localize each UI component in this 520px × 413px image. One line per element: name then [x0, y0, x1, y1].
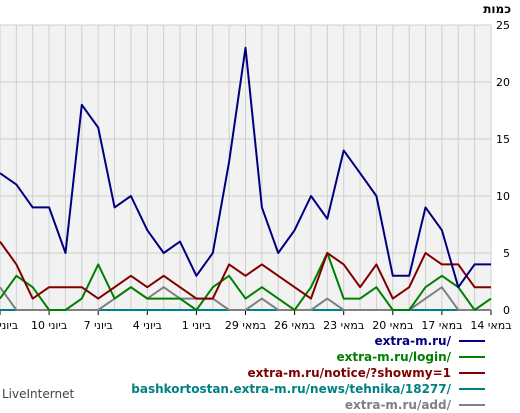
legend-item: extra-m.ru/login/: [336, 349, 485, 365]
legend-label: bashkortostan.extra-m.ru/news/tehnika/18…: [131, 382, 451, 396]
legend-swatch: [459, 340, 485, 342]
legend-swatch: [459, 388, 485, 390]
y-tick-label: 25: [496, 19, 510, 32]
legend-label: extra-m.ru/login/: [336, 350, 451, 364]
x-tick-label: 10 ביוני: [31, 319, 67, 332]
y-axis-label: כמות: [483, 2, 511, 16]
x-tick-label: 4 ביוני: [133, 319, 162, 332]
legend-label: extra-m.ru/: [374, 334, 451, 348]
grid: [0, 24, 492, 311]
x-axis-ticks: 14 במאי 17 במאי 20 במאי 23 במאי 26 במאי 29 במ…: [0, 310, 512, 332]
legend-swatch: [459, 404, 485, 406]
x-tick-label: 23 במאי: [323, 319, 364, 332]
y-axis-ticks: 0 5 10 15 20 25: [496, 19, 510, 317]
brand-label: LiveInternet: [2, 387, 75, 401]
x-tick-label: 1 ביוני: [182, 319, 211, 332]
legend-swatch: [459, 356, 485, 358]
x-tick-label: 26 במאי: [274, 319, 315, 332]
legend-item: extra-m.ru/: [374, 333, 485, 349]
x-tick-label: 17 במאי: [421, 319, 462, 332]
x-tick-label: 13 ביוני: [0, 319, 18, 332]
x-tick-label: 7 ביוני: [84, 319, 113, 332]
y-tick-label: 5: [503, 247, 510, 260]
legend-item: extra-m.ru/notice/?showmy=1: [247, 365, 485, 381]
y-tick-label: 10: [496, 190, 510, 203]
legend-swatch: [459, 372, 485, 374]
x-tick-label: 29 במאי: [225, 319, 266, 332]
legend-label: extra-m.ru/add/: [344, 398, 451, 412]
series-line: [0, 46, 491, 289]
y-tick-label: 15: [496, 133, 510, 146]
y-tick-label: 0: [503, 304, 510, 317]
x-tick-label: 14 במאי: [470, 319, 511, 332]
legend-label: extra-m.ru/notice/?showmy=1: [247, 366, 452, 380]
series-line: [0, 252, 492, 311]
series-lines: [0, 46, 492, 311]
series-line: [0, 241, 491, 300]
legend-item: extra-m.ru/add/: [345, 397, 485, 413]
y-tick-label: 20: [496, 76, 510, 89]
x-tick-label: 20 במאי: [372, 319, 413, 332]
legend-item: bashkortostan.extra-m.ru/news/tehnika/18…: [131, 381, 485, 397]
